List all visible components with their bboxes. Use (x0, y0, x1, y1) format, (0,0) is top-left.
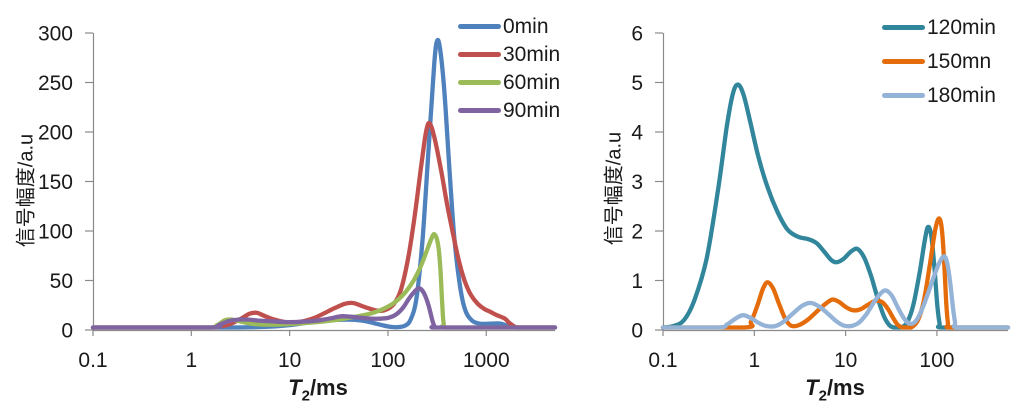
svg-text:1: 1 (748, 349, 760, 372)
right-x-axis-label: T2/ms (765, 375, 905, 404)
svg-text:4: 4 (631, 122, 643, 145)
legend-label-30min: 30min (503, 43, 561, 66)
svg-text:300: 300 (38, 23, 73, 46)
svg-text:1: 1 (185, 349, 197, 372)
legend-label-150mn: 150mn (927, 50, 992, 73)
legend-line-swatch-90min (458, 108, 501, 113)
legend-line-swatch-0min (458, 24, 501, 29)
x-axis-unit: /ms (309, 375, 348, 400)
chart-left-t2-spectrum: 0 50 100 150 200 250 300 0.1 1 10 100 1000 信号幅度/a.u… (15, 16, 561, 404)
right-legend: 120min 150mn 180min (882, 17, 996, 106)
svg-text:10: 10 (834, 349, 857, 372)
legend-item-120min: 120min (882, 17, 996, 38)
svg-text:0: 0 (61, 320, 73, 343)
svg-text:1000: 1000 (463, 349, 510, 372)
legend-item-60min: 60min (458, 72, 560, 93)
svg-text:3: 3 (631, 171, 643, 194)
left-legend: 0min 30min 60min 90min (458, 16, 560, 121)
legend-label-120min: 120min (927, 16, 996, 39)
x-axis-variable: T (805, 375, 819, 400)
chart-right-plot-area: 0 1 2 3 4 5 6 0.1 1 10 100 (631, 23, 1011, 372)
legend-label-60min: 60min (503, 71, 561, 94)
svg-text:0.1: 0.1 (648, 349, 677, 372)
x-axis-unit: /ms (826, 375, 865, 400)
svg-text:6: 6 (631, 23, 643, 46)
svg-text:100: 100 (919, 349, 954, 372)
chart-left-plot-area: 0 50 100 150 200 250 300 0.1 1 10 100 1000 (38, 23, 558, 372)
svg-text:10: 10 (278, 349, 301, 372)
right-y-axis-label: 信号幅度/a.u (603, 131, 626, 246)
svg-text:100: 100 (38, 221, 73, 244)
legend-item-30min: 30min (458, 44, 560, 65)
legend-item-150mn: 150mn (882, 51, 996, 72)
legend-label-0min: 0min (503, 15, 549, 38)
svg-text:2: 2 (631, 221, 643, 244)
svg-text:5: 5 (631, 72, 643, 95)
legend-item-180min: 180min (882, 85, 996, 106)
left-x-axis-label: T2/ms (248, 375, 388, 404)
svg-text:200: 200 (38, 122, 73, 145)
left-y-axis-label: 信号幅度/a.u (15, 133, 38, 248)
x-axis-variable: T (288, 375, 302, 400)
legend-label-180min: 180min (927, 84, 996, 107)
svg-text:0: 0 (631, 320, 643, 343)
x-axis-subscript: 2 (301, 387, 310, 405)
x-axis-subscript: 2 (818, 387, 827, 405)
svg-text:50: 50 (50, 270, 73, 293)
legend-line-swatch-60min (458, 80, 501, 85)
svg-text:0.1: 0.1 (78, 349, 107, 372)
chart-right-t2-spectrum: 0 1 2 3 4 5 6 0.1 1 10 100 信号幅度/a.u T2/ms 120min 1… (585, 0, 1024, 409)
legend-line-swatch-150mn (882, 59, 925, 64)
legend-item-0min: 0min (458, 16, 560, 37)
svg-text:100: 100 (370, 349, 405, 372)
svg-text:250: 250 (38, 72, 73, 95)
svg-text:150: 150 (38, 171, 73, 194)
legend-line-swatch-180min (882, 93, 925, 98)
legend-item-90min: 90min (458, 100, 560, 121)
legend-line-swatch-120min (882, 25, 925, 30)
legend-label-90min: 90min (503, 99, 561, 122)
svg-text:1: 1 (631, 270, 643, 293)
legend-line-swatch-30min (458, 52, 501, 57)
